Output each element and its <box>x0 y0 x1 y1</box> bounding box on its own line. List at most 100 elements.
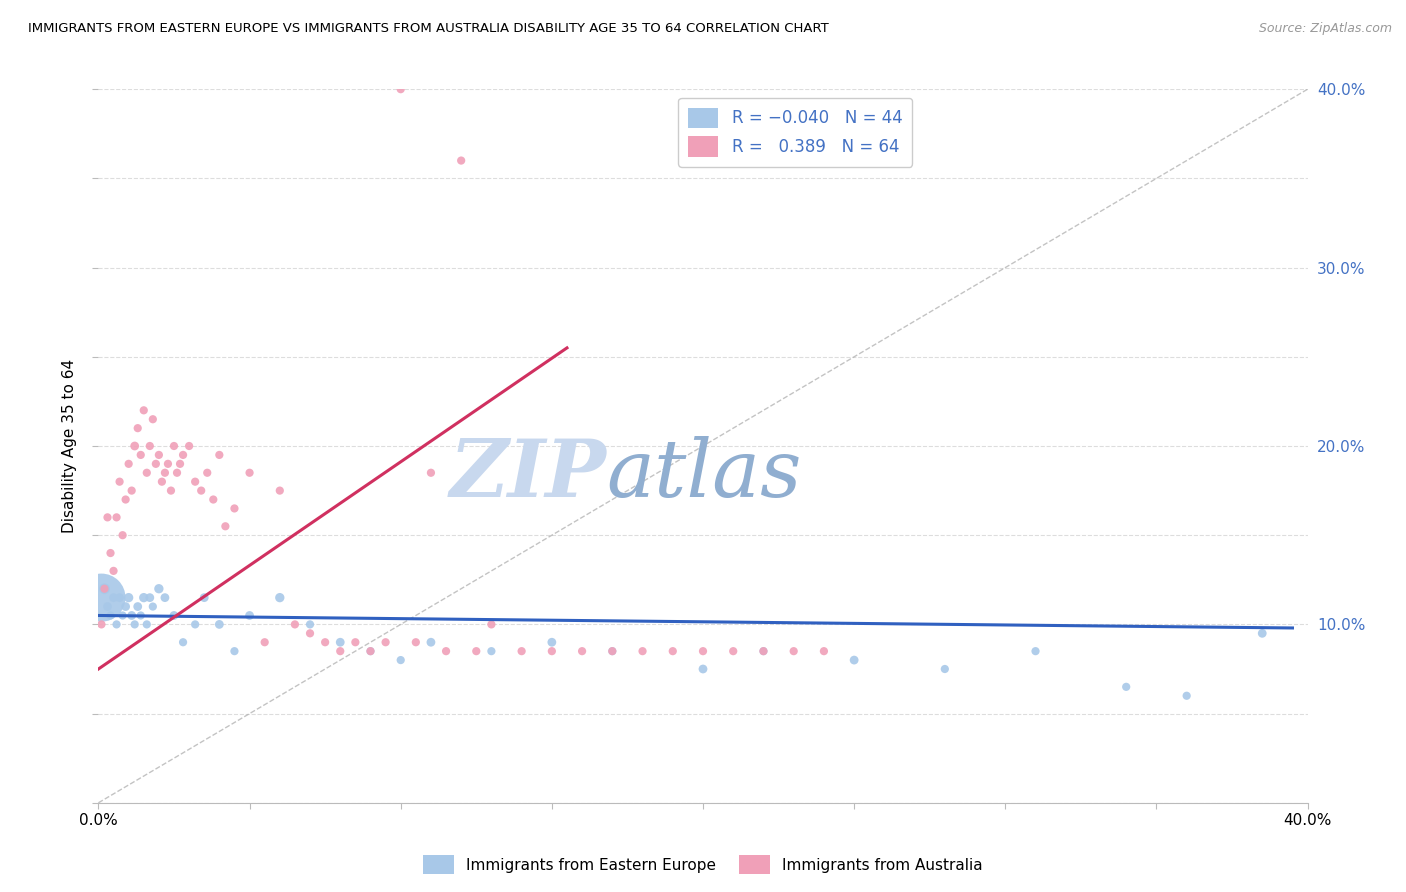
Point <box>465 644 488 658</box>
Point <box>360 644 382 658</box>
Text: Source: ZipAtlas.com: Source: ZipAtlas.com <box>1258 22 1392 36</box>
Point <box>184 617 207 632</box>
Point <box>93 582 115 596</box>
Point <box>360 644 382 658</box>
Point <box>153 466 176 480</box>
Point <box>602 644 624 658</box>
Point <box>132 591 155 605</box>
Point <box>510 644 533 658</box>
Point <box>127 421 149 435</box>
Point <box>224 501 246 516</box>
Point <box>692 644 714 658</box>
Point <box>160 483 183 498</box>
Point <box>540 644 562 658</box>
Legend: Immigrants from Eastern Europe, Immigrants from Australia: Immigrants from Eastern Europe, Immigran… <box>418 849 988 880</box>
Text: IMMIGRANTS FROM EASTERN EUROPE VS IMMIGRANTS FROM AUSTRALIA DISABILITY AGE 35 TO: IMMIGRANTS FROM EASTERN EUROPE VS IMMIGR… <box>28 22 830 36</box>
Point <box>124 439 146 453</box>
Point <box>90 617 112 632</box>
Point <box>172 635 194 649</box>
Point <box>571 644 593 658</box>
Point <box>179 439 201 453</box>
Point <box>153 591 176 605</box>
Point <box>662 644 685 658</box>
Point <box>934 662 956 676</box>
Point <box>148 448 170 462</box>
Point <box>93 582 115 596</box>
Point <box>269 591 291 605</box>
Point <box>96 599 118 614</box>
Point <box>135 617 157 632</box>
Point <box>163 608 186 623</box>
Point <box>195 466 218 480</box>
Point <box>108 591 131 605</box>
Point <box>450 153 472 168</box>
Point <box>114 599 136 614</box>
Point <box>132 403 155 417</box>
Point <box>202 492 225 507</box>
Point <box>114 492 136 507</box>
Point <box>124 617 146 632</box>
Point <box>239 608 262 623</box>
Point <box>105 510 128 524</box>
Point <box>190 483 212 498</box>
Point <box>844 653 866 667</box>
Point <box>103 591 125 605</box>
Point <box>481 644 503 658</box>
Point <box>111 528 134 542</box>
Y-axis label: Disability Age 35 to 64: Disability Age 35 to 64 <box>62 359 77 533</box>
Legend: R = −0.040   N = 44, R =   0.389   N = 64: R = −0.040 N = 44, R = 0.389 N = 64 <box>678 97 912 167</box>
Point <box>142 412 165 426</box>
Point <box>253 635 276 649</box>
Point <box>208 448 231 462</box>
Point <box>405 635 427 649</box>
Point <box>129 448 152 462</box>
Point <box>100 546 122 560</box>
Point <box>150 475 173 489</box>
Point <box>129 608 152 623</box>
Point <box>208 617 231 632</box>
Point <box>314 635 336 649</box>
Point <box>239 466 262 480</box>
Point <box>299 626 322 640</box>
Point <box>389 82 412 96</box>
Point <box>166 466 188 480</box>
Point <box>1024 644 1046 658</box>
Text: atlas: atlas <box>606 436 801 513</box>
Point <box>145 457 167 471</box>
Text: ZIP: ZIP <box>450 436 606 513</box>
Point <box>269 483 291 498</box>
Point <box>111 608 134 623</box>
Point <box>184 475 207 489</box>
Point <box>420 635 443 649</box>
Point <box>214 519 236 533</box>
Point <box>344 635 367 649</box>
Point <box>692 662 714 676</box>
Point <box>118 457 141 471</box>
Point <box>723 644 745 658</box>
Point <box>108 475 131 489</box>
Point <box>329 644 352 658</box>
Point <box>135 466 157 480</box>
Point <box>1175 689 1198 703</box>
Point <box>142 599 165 614</box>
Point <box>389 653 412 667</box>
Point <box>121 608 143 623</box>
Point <box>118 591 141 605</box>
Point <box>284 617 307 632</box>
Point <box>127 599 149 614</box>
Point <box>163 439 186 453</box>
Point <box>148 582 170 596</box>
Point <box>224 644 246 658</box>
Point <box>156 457 179 471</box>
Point <box>602 644 624 658</box>
Point <box>374 635 396 649</box>
Point <box>96 510 118 524</box>
Point <box>299 617 322 632</box>
Point <box>752 644 775 658</box>
Point <box>139 439 162 453</box>
Point <box>481 617 503 632</box>
Point <box>813 644 835 658</box>
Point <box>172 448 194 462</box>
Point <box>329 635 352 649</box>
Point <box>193 591 215 605</box>
